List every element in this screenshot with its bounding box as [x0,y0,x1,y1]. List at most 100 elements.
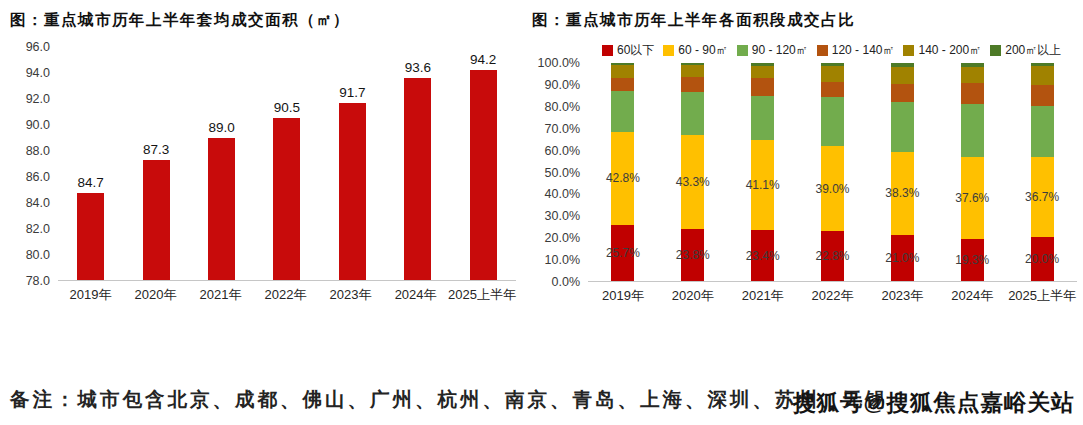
bar-segment: 42.8% [611,132,634,225]
bar-segment: 22.8% [821,231,844,281]
legend-swatch [602,45,613,56]
y-tick-label: 90.0% [545,78,580,92]
legend-label: 60以下 [617,42,654,59]
bar-cell: 89.0 [189,47,254,280]
bar-segment: 19.3% [961,239,984,281]
bar-cell: 93.6 [385,47,450,280]
bar-segment [821,82,844,97]
legend-label: 120 - 140㎡ [832,42,895,59]
y-tick-label: 10.0% [545,253,580,267]
stacked-bar: 43.3%23.8% [681,63,704,281]
x-tick-label: 2020年 [123,286,188,304]
stacked-bar: 42.8%25.7% [611,63,634,281]
x-tick-label: 2022年 [253,286,318,304]
area-segment-share-chart: 图：重点城市历年上半年各面积段成交占比 60以下60 - 90㎡90 - 120… [532,10,1077,305]
legend-item: 60 - 90㎡ [663,42,727,59]
right-chart-plot-row: 100.0%90.0%80.0%70.0%60.0%50.0%40.0%30.0… [532,63,1077,282]
legend-label: 60 - 90㎡ [678,42,727,59]
bar-cell: 36.7% 20.0% [1007,63,1077,281]
bar-segment: 23.4% [751,230,774,281]
bar-segment [891,67,914,83]
bar-cell: 42.8%25.7% [588,63,658,281]
x-tick-label: 2023年 [867,287,937,305]
x-tick-label: 2021年 [728,287,798,305]
y-tick-label: 92.0 [26,92,50,106]
bar-cell: 38.3%21.0% [867,63,937,281]
bar-segment: 37.6% [961,157,984,239]
bar [143,160,170,280]
bar-segment [961,67,984,83]
bar [208,138,235,280]
y-tick-label: 80.0 [26,248,50,262]
y-tick-label: 100.0% [538,56,580,70]
stacked-bar: 41.1%23.4% [751,63,774,281]
segment-label: 37.6% [955,191,989,205]
legend-item: 140 - 200㎡ [903,42,981,59]
stacked-bar: 37.6%19.3% [961,63,984,281]
segment-label: 43.3% [676,175,710,189]
legend-item: 60以下 [602,42,654,59]
x-tick-label: 2020年 [658,287,728,305]
segment-label: 21.0% [885,251,919,265]
bar-segment: 41.1% [751,140,774,230]
bar-cell: 87.3 [123,47,188,280]
segment-label: 20.0% [1025,252,1059,266]
bar-segment [1031,106,1054,158]
bar-segment [891,102,914,152]
stacked-bar: 38.3%21.0% [891,63,914,281]
segment-label: 19.3% [955,253,989,267]
bar-segment [751,78,774,96]
bar-value-label: 93.6 [405,60,431,75]
bar-segment [821,66,844,81]
x-tick-label: 2021年 [188,286,253,304]
stacked-bar: 39.0%22.8% [821,63,844,281]
chart-legend: 60以下60 - 90㎡90 - 120㎡120 - 140㎡140 - 200… [602,42,1077,59]
legend-label: 200㎡以上 [1005,42,1061,59]
y-tick-label: 78.0 [26,274,50,288]
segment-label: 36.7% [1025,190,1059,204]
left-x-axis: 2019年2020年2021年2022年2023年2024年2025上半年 [58,286,516,304]
segment-label: 39.0% [815,182,849,196]
bar-segment: 21.0% [891,235,914,281]
left-plot-area: 84.7 87.389.090.591.7 93.6 94.2 [58,47,516,281]
left-chart-title: 图：重点城市历年上半年套均成交面积（㎡） [10,10,516,31]
y-tick-label: 82.0 [26,222,50,236]
watermark: 搜狐号@搜狐焦点嘉峪关站 [793,387,1074,418]
y-tick-label: 20.0% [545,231,580,245]
footnote: 备注：城市包含北京、成都、佛山、广州、杭州、南京、青岛、上海、深圳、苏州、无锡 [10,386,888,413]
bar-value-label: 84.7 [78,175,104,190]
left-bars: 84.7 87.389.090.591.7 93.6 94.2 [58,47,516,280]
bar-segment [751,66,774,78]
bar-cell: 84.7 [58,47,123,280]
bar-cell: 90.5 [254,47,319,280]
right-plot-area: 42.8%25.7%43.3%23.8%41.1%23.4%39.0%22.8%… [588,63,1077,282]
bar-segment: 25.7% [611,225,634,281]
y-tick-label: 50.0% [545,166,580,180]
segment-label: 25.7% [606,246,640,260]
y-tick-label: 60.0% [545,144,580,158]
bar-cell: 94.2 [451,47,516,280]
bar-segment [961,83,984,104]
x-tick-label: 2024年 [383,286,448,304]
right-x-axis: 2019年2020年2021年2022年2023年2024年2025上半年 [588,287,1077,305]
legend-swatch [817,45,828,56]
bar [339,103,366,280]
bar-cell: 39.0%22.8% [798,63,868,281]
bar-segment [891,84,914,102]
bar-segment [751,96,774,141]
y-tick-label: 0.0% [552,275,581,289]
segment-label: 42.8% [606,171,640,185]
legend-swatch [903,45,914,56]
bar-cell: 37.6%19.3% [937,63,1007,281]
bar [273,118,300,280]
legend-label: 140 - 200㎡ [918,42,981,59]
bar-segment: 38.3% [891,152,914,235]
bar-value-label: 94.2 [470,52,496,67]
y-tick-label: 86.0 [26,170,50,184]
right-bars: 42.8%25.7%43.3%23.8%41.1%23.4%39.0%22.8%… [588,63,1077,281]
bar-cell: 91.7 [320,47,385,280]
bar-segment: 39.0% [821,146,844,231]
legend-item: 200㎡以上 [990,42,1061,59]
bar-segment [681,77,704,92]
y-tick-label: 94.0 [26,66,50,80]
